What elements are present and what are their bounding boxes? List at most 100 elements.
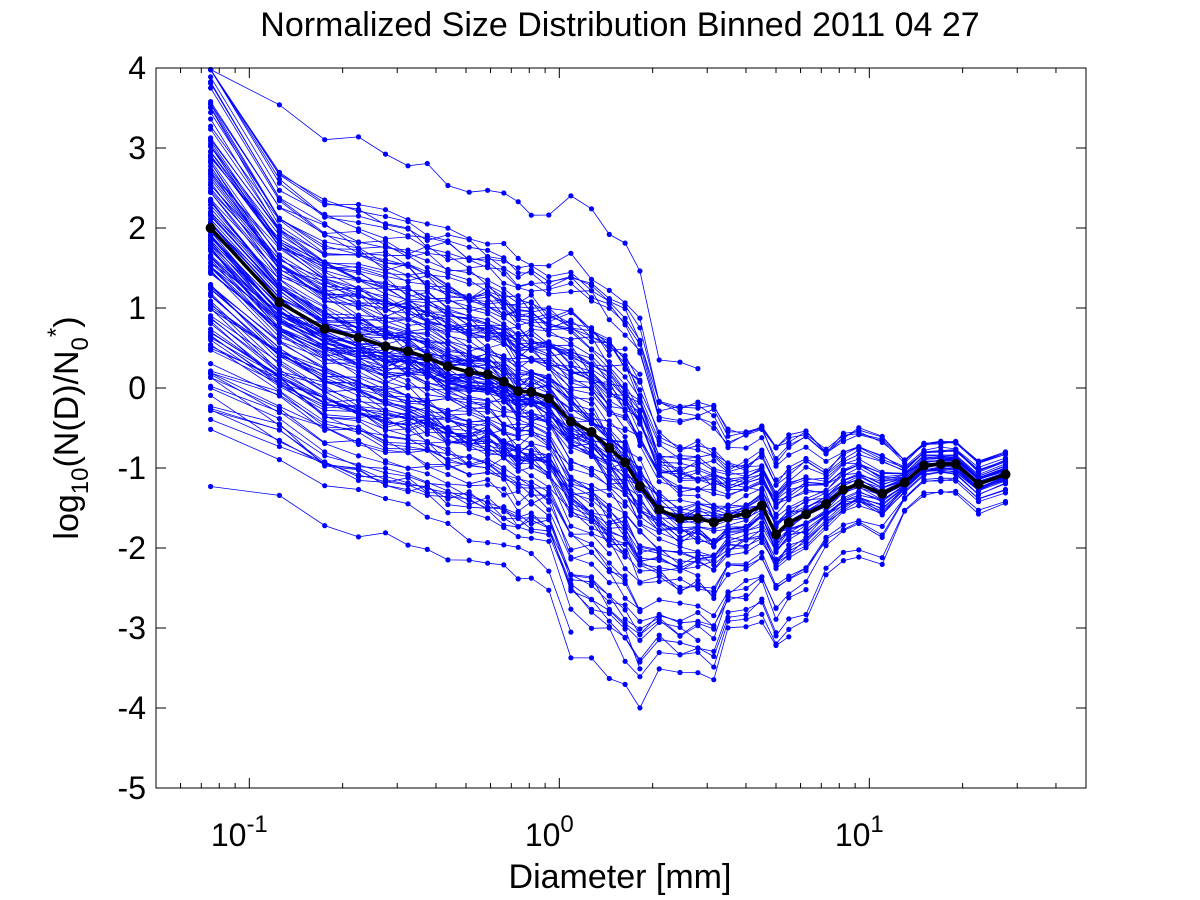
spectrum-point (759, 539, 765, 546)
spectrum-point (656, 527, 662, 534)
spectrum-point (759, 574, 765, 580)
spectrum-point (743, 624, 749, 630)
spectrum-point (424, 308, 430, 314)
spectrum-point (695, 645, 701, 651)
spectrum-point (622, 548, 628, 554)
spectrum-point (773, 549, 779, 555)
spectrum-point (856, 431, 862, 437)
plot-frame (155, 67, 1087, 789)
spectrum-point (322, 304, 328, 310)
spectrum-point (466, 407, 472, 414)
spectrum-point (823, 475, 829, 481)
spectrum-point (546, 492, 552, 498)
spectrum-point (606, 606, 612, 613)
spectrum-point (622, 681, 628, 688)
mean-point (464, 367, 475, 377)
spectrum-point (424, 447, 430, 453)
spectrum-point (382, 213, 389, 220)
spectrum-point (424, 426, 430, 433)
spectrum-point (445, 451, 451, 457)
spectrum-point (773, 616, 779, 622)
spectrum-point (622, 518, 628, 524)
spectrum-point (1002, 458, 1009, 464)
spectrum-point (466, 348, 472, 354)
spectrum-point (786, 482, 792, 488)
spectrum-point (606, 340, 612, 347)
spectrum-point (501, 190, 507, 196)
spectrum-point (276, 427, 282, 433)
spectrum-point (840, 506, 847, 512)
mean-point (899, 477, 910, 488)
spectrum-point (938, 448, 944, 454)
spectrum-point (528, 292, 534, 298)
spectrum-point (622, 362, 628, 368)
spectrum-point (466, 425, 472, 431)
spectrum-point (322, 262, 328, 268)
spectrum-point (528, 262, 534, 268)
spectrum-point (568, 588, 574, 594)
spectrum-point (322, 350, 328, 356)
spectrum-point (879, 453, 885, 459)
spectrum-point (322, 345, 328, 351)
spectrum-point (424, 273, 430, 279)
mean-point (1000, 469, 1011, 480)
spectrum-point (656, 470, 662, 476)
spectrum-point (445, 410, 451, 416)
spectrum-point (424, 417, 430, 423)
spectrum-point (711, 473, 717, 479)
spectrum-point (355, 380, 362, 386)
spectrum-point (637, 637, 643, 644)
spectrum-point (515, 340, 521, 346)
spectrum-point (725, 561, 731, 567)
spectrum-point (568, 507, 574, 513)
spectrum-point (445, 341, 451, 347)
spectrum-point (405, 402, 411, 408)
spectrum-point (276, 286, 282, 292)
spectrum-point (515, 468, 521, 474)
spectrum-point (485, 439, 491, 445)
spectrum-point (588, 366, 595, 372)
spectrum-path (210, 248, 488, 413)
spectrum-point (938, 468, 944, 474)
spectrum-point (711, 623, 717, 629)
spectrum-point (656, 573, 662, 580)
spectrum-point (803, 543, 809, 549)
spectrum-point (276, 437, 282, 443)
spectrum-point (546, 538, 552, 544)
y-axis-label: log10(N(D)/N0*) (43, 316, 94, 539)
spectrum-point (322, 369, 328, 376)
spectrum-point (938, 488, 944, 495)
spectrum-point (515, 453, 521, 459)
spectrum-point (466, 338, 472, 344)
spectrum-point (803, 579, 809, 585)
spectrum-point (355, 252, 362, 258)
spectrum-point (485, 456, 491, 462)
spectrum-point (588, 482, 595, 488)
spectrum-point (695, 637, 701, 644)
spectrum-point (677, 538, 683, 544)
spectrum-point (856, 495, 862, 501)
spectrum-point (405, 428, 411, 434)
spectrum-point (405, 377, 411, 383)
spectrum-point (405, 272, 411, 278)
spectrum-point (424, 332, 430, 338)
spectrum-point (695, 670, 701, 676)
spectrum-point (208, 306, 214, 312)
spectrum-point (276, 187, 282, 193)
spectrum-point (568, 655, 574, 661)
spectrum-point (725, 614, 731, 621)
spectrum-point (485, 288, 491, 295)
spectrum-point (656, 637, 662, 643)
spectrum-point (622, 529, 628, 536)
spectrum-point (677, 492, 683, 498)
spectrum-point (568, 289, 574, 295)
spectrum-point (501, 305, 507, 311)
spectrum-point (528, 550, 534, 557)
y-tick-label: 3 (128, 130, 146, 166)
mean-point (708, 517, 719, 528)
spectrum-point (501, 294, 507, 300)
x-tick-base: 10 (525, 817, 561, 853)
spectrum-point (276, 492, 282, 498)
spectrum-point (677, 471, 683, 477)
spectrum-point (485, 390, 491, 396)
